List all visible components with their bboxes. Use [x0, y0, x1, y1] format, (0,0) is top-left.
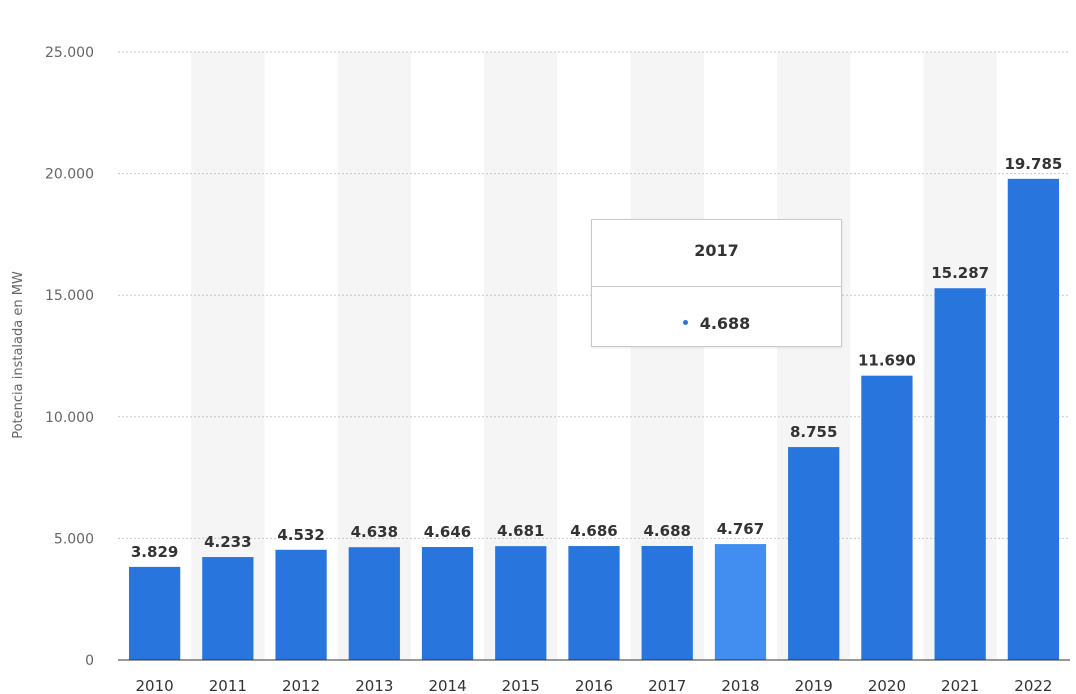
bar — [861, 375, 913, 660]
x-tick-label: 2020 — [868, 677, 906, 694]
y-axis-ticks: 0 5.000 10.000 15.000 20.000 25.000 — [45, 45, 94, 669]
bar — [934, 288, 986, 660]
bar — [348, 547, 400, 660]
bar — [568, 546, 620, 660]
x-tick-label: 2022 — [1014, 677, 1052, 694]
y-tick-label: 10.000 — [45, 410, 94, 426]
tooltip-body: 4.688 — [592, 287, 841, 347]
data-label: 4.688 — [644, 522, 691, 540]
x-tick-label: 2021 — [941, 677, 979, 694]
series-dot-icon — [682, 320, 688, 325]
bar — [788, 447, 840, 660]
y-tick-label: 15.000 — [45, 288, 94, 304]
y-tick-label: 0 — [85, 653, 94, 669]
x-tick-label: 2010 — [136, 677, 174, 694]
bar — [641, 545, 693, 660]
data-label: 3.829 — [131, 543, 178, 561]
bar — [714, 544, 767, 660]
data-label: 15.287 — [931, 264, 989, 282]
x-axis-ticks: 2010 2011 2012 2013 2014 2015 2016 2017 2018 2019… — [136, 677, 1053, 694]
tooltip: 2017 4.688 — [591, 219, 842, 347]
data-label: 4.681 — [497, 522, 544, 540]
data-label: 11.690 — [858, 352, 916, 370]
bar — [128, 566, 181, 660]
data-label: 4.767 — [717, 520, 764, 538]
x-tick-label: 2014 — [428, 677, 466, 694]
bar — [275, 549, 327, 660]
data-labels: 3.829 4.233 4.532 4.638 4.646 4.681 4.686 4.688… — [131, 155, 1062, 561]
y-tick-label: 5.000 — [54, 531, 94, 547]
x-tick-label: 2016 — [575, 677, 613, 694]
tooltip-value: 4.688 — [699, 314, 751, 333]
x-tick-label: 2012 — [282, 677, 320, 694]
data-label: 4.646 — [424, 523, 471, 541]
y-axis-label: Potencia instalada en MW — [11, 271, 26, 439]
y-tick-label: 25.000 — [45, 45, 94, 61]
bar — [202, 557, 254, 660]
bar — [421, 547, 474, 660]
x-tick-label: 2017 — [648, 677, 686, 694]
data-label: 4.686 — [570, 522, 617, 540]
x-tick-label: 2013 — [355, 677, 393, 694]
x-tick-label: 2011 — [209, 677, 247, 694]
data-label: 4.638 — [351, 523, 398, 541]
bar — [495, 546, 547, 660]
data-label: 8.755 — [790, 423, 837, 441]
data-label: 4.532 — [277, 526, 324, 544]
bar — [1007, 178, 1060, 660]
bars — [128, 178, 1060, 660]
x-tick-label: 2015 — [502, 677, 540, 694]
tooltip-title: 2017 — [592, 220, 841, 287]
x-tick-label: 2019 — [795, 677, 833, 694]
y-tick-label: 20.000 — [45, 167, 94, 183]
x-tick-label: 2018 — [721, 677, 759, 694]
data-label: 4.233 — [204, 533, 251, 551]
data-label: 19.785 — [1004, 155, 1062, 173]
